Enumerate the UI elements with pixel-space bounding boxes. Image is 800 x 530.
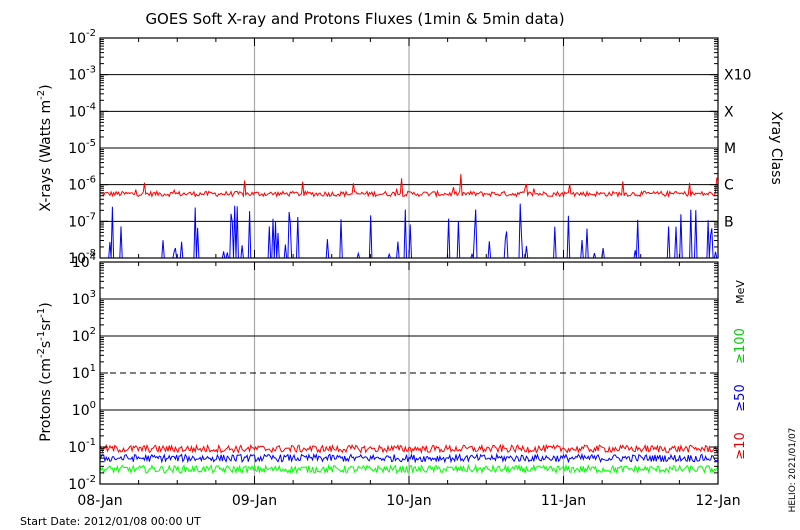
ytick-label: 10-8 [68,248,96,267]
xray-class-label: C [724,178,734,194]
xray-class-label: X10 [724,68,751,84]
chart-title: GOES Soft X-ray and Protons Fluxes (1min… [145,10,564,28]
proton-panel: 10-2 10-1 100 101 102 103 104 [68,252,719,493]
ytick-label: 10-5 [68,138,96,157]
xray-class-label: X [724,104,734,120]
ytick-label: 10-1 [68,437,96,456]
series-line [99,443,719,455]
xray-panel: 10-8 10-7 10-6 10-5 10-4 10-3 10-2 X10 X M C B [68,28,751,267]
start-date-label: Start Date: 2012/01/08 00:00 UT [20,515,201,528]
xray-class-label: B [724,214,734,230]
proton-ylabel: Protons (cm-2s-1sr-1) [36,302,54,441]
legend-ge100: ≥100 [733,328,748,364]
ytick-label: 10-6 [68,175,96,194]
ytick-label: 10-7 [68,211,96,230]
legend-ge50: ≥50 [733,384,748,411]
xtick-label: 08-Jan [77,493,122,509]
ytick-label: 102 [72,326,96,345]
xray-ylabel: X-rays (Watts m-2) [36,84,54,211]
ytick-label: 10-2 [68,28,96,47]
ytick-label: 100 [72,400,96,419]
ytick-label: 104 [72,252,96,271]
ytick-label: 101 [72,363,96,382]
energy-unit-label: MeV [734,280,747,304]
xtick-label: 12-Jan [695,493,740,509]
ytick-label: 10-3 [68,65,96,84]
ytick-label: 10-2 [68,474,96,493]
series-line [99,174,719,199]
xtick-label: 09-Jan [232,493,277,509]
xray-class-title: Xray Class [768,111,784,185]
series-line [99,463,719,475]
ytick-label: 10-4 [68,101,96,120]
helio-credit: HELIO: 2021/01/07 [788,428,798,513]
ytick-label: 103 [72,289,96,308]
legend-ge10: ≥10 [733,432,748,459]
xtick-label: 10-Jan [386,493,431,509]
series-line [99,452,719,464]
xray-class-label: M [724,141,736,157]
xtick-label: 11-Jan [541,493,586,509]
